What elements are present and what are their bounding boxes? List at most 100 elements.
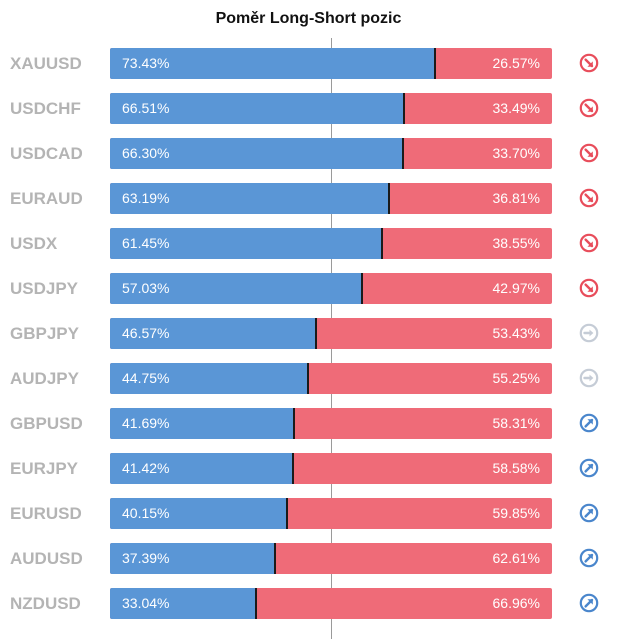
arrow-up-right-icon[interactable] [579,458,599,478]
long-segment [110,363,308,394]
ratio-bar: 41.42% 58.58% [110,453,552,484]
ratio-row: NZDUSD 33.04% 66.96% [0,588,617,619]
split-marker [388,183,390,214]
short-percent: 33.70% [492,145,540,161]
arrow-right-icon[interactable] [579,323,599,343]
arrow-down-right-icon[interactable] [579,143,599,163]
long-segment [110,138,403,169]
long-segment [110,93,404,124]
symbol-label[interactable]: XAUUSD [10,54,82,73]
arrow-up-right-icon[interactable] [579,503,599,523]
ratio-row: USDCHF 66.51% 33.49% [0,93,617,124]
short-percent: 66.96% [492,595,540,611]
symbol-label[interactable]: AUDJPY [10,369,79,388]
ratio-row: GBPUSD 41.69% 58.31% [0,408,617,439]
ratio-bar: 37.39% 62.61% [110,543,552,574]
long-percent: 41.69% [122,415,170,431]
arrow-down-right-icon[interactable] [579,233,599,253]
ratio-bar: 63.19% 36.81% [110,183,552,214]
short-percent: 62.61% [492,550,540,566]
long-segment [110,498,287,529]
short-percent: 26.57% [492,55,540,71]
long-segment [110,453,293,484]
symbol-label[interactable]: USDJPY [10,279,79,298]
chart-title: Poměr Long-Short pozic [215,10,402,27]
long-percent: 33.04% [122,595,170,611]
symbol-label[interactable]: EURAUD [10,189,83,208]
ratio-row: USDJPY 57.03% 42.97% [0,273,617,304]
symbol-label[interactable]: USDCHF [10,99,81,118]
long-segment [110,408,294,439]
split-marker [361,273,363,304]
symbol-label[interactable]: EURJPY [10,459,79,478]
split-marker [315,318,317,349]
ratio-bar: 61.45% 38.55% [110,228,552,259]
long-percent: 73.43% [122,55,170,71]
short-percent: 38.55% [492,235,540,251]
long-segment [110,183,389,214]
arrow-down-right-icon[interactable] [579,53,599,73]
short-percent: 36.81% [492,190,540,206]
arrow-down-right-icon[interactable] [579,278,599,298]
ratio-bar: 66.51% 33.49% [110,93,552,124]
ratio-row: USDX 61.45% 38.55% [0,228,617,259]
ratio-bar: 33.04% 66.96% [110,588,552,619]
ratio-bar: 40.15% 59.85% [110,498,552,529]
ratio-bar: 44.75% 55.25% [110,363,552,394]
ratio-row: XAUUSD 73.43% 26.57% [0,48,617,79]
ratio-row: AUDUSD 37.39% 62.61% [0,543,617,574]
split-marker [381,228,383,259]
long-segment [110,228,382,259]
long-percent: 37.39% [122,550,170,566]
ratio-bar: 41.69% 58.31% [110,408,552,439]
ratio-bar: 57.03% 42.97% [110,273,552,304]
split-marker [255,588,257,619]
symbol-label[interactable]: USDX [10,234,58,253]
ratio-row: EURAUD 63.19% 36.81% [0,183,617,214]
arrow-down-right-icon[interactable] [579,98,599,118]
long-percent: 66.30% [122,145,170,161]
split-marker [293,408,295,439]
symbol-label[interactable]: GBPJPY [10,324,79,343]
arrow-down-right-icon[interactable] [579,188,599,208]
symbol-label[interactable]: USDCAD [10,144,83,163]
split-marker [286,498,288,529]
short-percent: 59.85% [492,505,540,521]
ratio-bar: 66.30% 33.70% [110,138,552,169]
split-marker [402,138,404,169]
arrow-right-icon[interactable] [579,368,599,388]
split-marker [307,363,309,394]
short-percent: 33.49% [492,100,540,116]
split-marker [434,48,436,79]
long-percent: 46.57% [122,325,170,341]
symbol-label[interactable]: NZDUSD [10,594,81,613]
arrow-up-right-icon[interactable] [579,548,599,568]
long-percent: 61.45% [122,235,170,251]
short-percent: 53.43% [492,325,540,341]
short-percent: 42.97% [492,280,540,296]
ratio-row: AUDJPY 44.75% 55.25% [0,363,617,394]
short-percent: 55.25% [492,370,540,386]
short-percent: 58.58% [492,460,540,476]
ratio-row: GBPJPY 46.57% 53.43% [0,318,617,349]
arrow-up-right-icon[interactable] [579,593,599,613]
ratio-row: EURJPY 41.42% 58.58% [0,453,617,484]
ratio-row: USDCAD 66.30% 33.70% [0,138,617,169]
long-segment [110,588,256,619]
arrow-up-right-icon[interactable] [579,413,599,433]
split-marker [292,453,294,484]
symbol-label[interactable]: AUDUSD [10,549,83,568]
long-percent: 41.42% [122,460,170,476]
ratio-bar: 73.43% 26.57% [110,48,552,79]
symbol-label[interactable]: GBPUSD [10,414,83,433]
long-segment [110,543,275,574]
long-percent: 66.51% [122,100,170,116]
short-percent: 58.31% [492,415,540,431]
long-segment [110,318,316,349]
long-percent: 44.75% [122,370,170,386]
long-percent: 57.03% [122,280,170,296]
long-segment [110,48,435,79]
symbol-label[interactable]: EURUSD [10,504,82,523]
ratio-bar: 46.57% 53.43% [110,318,552,349]
ratio-row: EURUSD 40.15% 59.85% [0,498,617,529]
